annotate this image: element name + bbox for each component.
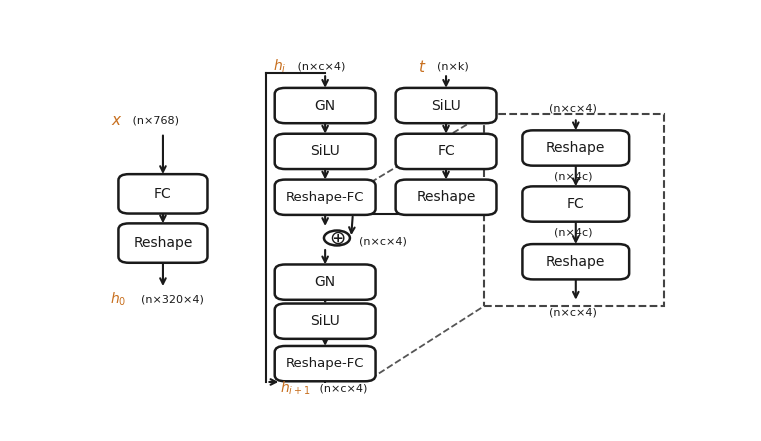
Text: FC: FC (437, 144, 455, 158)
Text: FC: FC (154, 187, 172, 201)
FancyBboxPatch shape (275, 179, 376, 215)
Text: Reshape-FC: Reshape-FC (286, 191, 365, 204)
FancyBboxPatch shape (275, 88, 376, 123)
FancyBboxPatch shape (275, 265, 376, 300)
Text: GN: GN (314, 98, 336, 112)
Text: (n×320×4): (n×320×4) (141, 294, 203, 304)
FancyBboxPatch shape (275, 134, 376, 169)
FancyBboxPatch shape (119, 224, 208, 263)
Text: x: x (112, 113, 121, 128)
Text: Reshape: Reshape (133, 236, 193, 250)
Text: (n×4c): (n×4c) (553, 171, 592, 181)
FancyBboxPatch shape (522, 244, 629, 280)
FancyBboxPatch shape (396, 179, 496, 215)
Text: (n×k): (n×k) (430, 61, 469, 71)
Text: Reshape: Reshape (546, 255, 606, 269)
Text: $t$: $t$ (419, 59, 427, 75)
FancyBboxPatch shape (396, 88, 496, 123)
FancyBboxPatch shape (522, 187, 629, 222)
Text: (n×c×4): (n×c×4) (358, 236, 406, 247)
Text: (n×4c): (n×4c) (553, 228, 592, 238)
FancyBboxPatch shape (119, 174, 208, 213)
Text: $\oplus$: $\oplus$ (329, 228, 345, 247)
Text: (n×c×4): (n×c×4) (549, 308, 597, 318)
Text: FC: FC (567, 197, 584, 211)
Text: $h_0$: $h_0$ (110, 291, 126, 308)
Text: Reshape-FC: Reshape-FC (286, 357, 365, 370)
Text: SiLU: SiLU (310, 144, 340, 158)
FancyBboxPatch shape (275, 303, 376, 339)
Text: $h_{i+1}$: $h_{i+1}$ (280, 380, 310, 397)
Text: $h_i$: $h_i$ (273, 58, 287, 75)
Text: GN: GN (314, 275, 336, 289)
Bar (485, 114, 664, 306)
Text: Reshape: Reshape (546, 141, 606, 155)
FancyBboxPatch shape (396, 134, 496, 169)
Text: Reshape: Reshape (416, 190, 476, 204)
Text: (n×c×4): (n×c×4) (317, 383, 368, 393)
Text: SiLU: SiLU (431, 98, 461, 112)
FancyBboxPatch shape (275, 346, 376, 381)
FancyBboxPatch shape (522, 131, 629, 166)
Text: (n×c×4): (n×c×4) (295, 61, 345, 71)
Text: (n×768): (n×768) (129, 116, 179, 126)
Text: (n×c×4): (n×c×4) (549, 104, 597, 114)
Text: SiLU: SiLU (310, 314, 340, 328)
